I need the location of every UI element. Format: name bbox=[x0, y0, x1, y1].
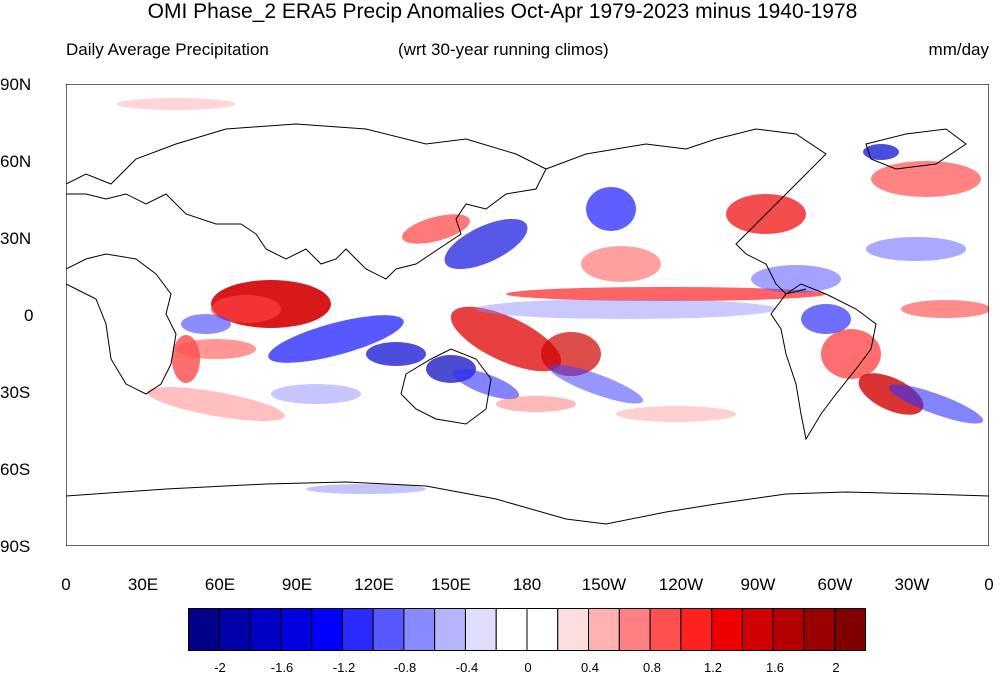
subtitle-center: (wrt 30-year running climos) bbox=[398, 40, 609, 59]
colorbar-label: 1.2 bbox=[703, 660, 723, 675]
lon-label-90e: 90E bbox=[281, 575, 313, 594]
lon-label-150w: 150W bbox=[581, 575, 627, 594]
anomaly-field bbox=[116, 98, 989, 494]
lon-label-60w: 60W bbox=[817, 575, 853, 594]
colorbar-swatch bbox=[188, 608, 220, 651]
chart-title: OMI Phase_2 ERA5 Precip Anomalies Oct-Ap… bbox=[147, 0, 858, 23]
colorbar-label: 0.8 bbox=[642, 660, 662, 675]
lat-label-30s: 30S bbox=[0, 383, 31, 402]
colorbar-swatch bbox=[372, 608, 405, 651]
lon-label-0: 0 bbox=[61, 575, 71, 594]
colorbar-swatch bbox=[495, 608, 528, 651]
units-label: mm/day bbox=[928, 40, 989, 59]
lon-label-90w: 90W bbox=[740, 575, 776, 594]
colorbar-label: -0.8 bbox=[393, 660, 417, 675]
precip-anomaly-map bbox=[66, 84, 989, 546]
lon-label-120e: 120E bbox=[354, 575, 394, 594]
coastlines bbox=[66, 123, 989, 525]
colorbar-label: 1.6 bbox=[765, 660, 785, 675]
lon-label-60e: 60E bbox=[204, 575, 236, 594]
subtitle-left: Daily Average Precipitation bbox=[66, 40, 269, 59]
colorbar-label: -1.6 bbox=[270, 660, 294, 675]
colorbar-swatch bbox=[464, 608, 497, 651]
colorbar-swatch bbox=[649, 608, 682, 651]
colorbar-label: -2 bbox=[214, 660, 226, 675]
colorbar-label: 0 bbox=[524, 660, 532, 675]
lat-label-90n: 90N bbox=[0, 75, 32, 94]
lat-label-60n: 60N bbox=[0, 152, 32, 171]
lat-label-90s: 90S bbox=[0, 537, 31, 556]
colorbar-swatch bbox=[403, 608, 436, 651]
colorbar-label: 0.4 bbox=[580, 660, 600, 675]
colorbar-swatch bbox=[588, 608, 620, 651]
colorbar-swatch bbox=[557, 608, 590, 651]
colorbar-swatch bbox=[618, 608, 651, 651]
colorbar-swatch bbox=[526, 608, 559, 651]
colorbar-swatch bbox=[280, 608, 313, 651]
colorbar-swatch bbox=[249, 608, 282, 651]
colorbar-label: -0.4 bbox=[455, 660, 479, 675]
colorbar-swatch bbox=[341, 608, 374, 651]
colorbar bbox=[188, 608, 866, 651]
colorbar-swatch bbox=[218, 608, 251, 651]
colorbar-swatch bbox=[711, 608, 743, 651]
colorbar-label: -1.2 bbox=[332, 660, 356, 675]
colorbar-swatch bbox=[311, 608, 343, 651]
colorbar-swatch bbox=[741, 608, 774, 651]
colorbar-swatch bbox=[434, 608, 466, 651]
lon-label-0-east: 0 bbox=[984, 575, 994, 594]
colorbar-swatch bbox=[772, 608, 805, 651]
lat-label-30n: 30N bbox=[0, 229, 32, 248]
lon-label-30w: 30W bbox=[894, 575, 930, 594]
lon-label-30e: 30E bbox=[127, 575, 159, 594]
lon-label-120w: 120W bbox=[658, 575, 704, 594]
lon-label-150e: 150E bbox=[431, 575, 471, 594]
lat-label-eq: 0 bbox=[24, 306, 34, 325]
colorbar-swatch bbox=[803, 608, 836, 651]
lon-label-180: 180 bbox=[512, 575, 542, 594]
colorbar-swatch bbox=[834, 608, 866, 651]
colorbar-swatch bbox=[680, 608, 713, 651]
lat-label-60s: 60S bbox=[0, 460, 31, 479]
colorbar-label: 2 bbox=[832, 660, 840, 675]
